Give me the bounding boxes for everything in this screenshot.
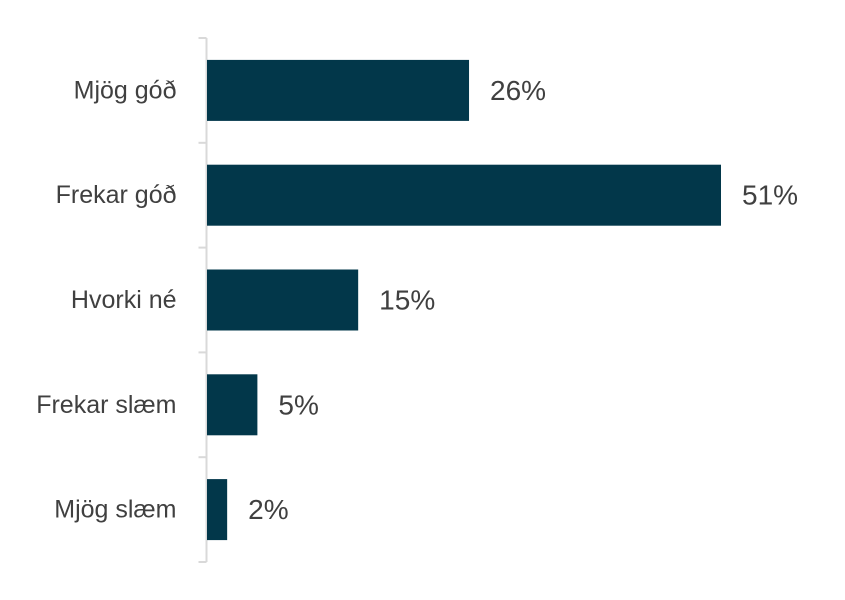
data-label: 2% — [248, 494, 288, 525]
bar-series — [207, 59, 721, 541]
bar — [207, 59, 470, 121]
bar — [207, 479, 228, 541]
data-label: 5% — [278, 389, 318, 420]
bar — [207, 374, 258, 436]
bar — [207, 269, 359, 331]
value-labels: 26% 51% 15% 5% 2% — [248, 75, 798, 525]
category-labels: Mjög góð Frekar góð Hvorki né Frekar slæm Mj… — [36, 76, 176, 523]
category-label: Mjög góð — [74, 76, 177, 104]
bar — [207, 164, 721, 226]
category-label: Frekar góð — [56, 181, 177, 209]
category-label: Frekar slæm — [36, 391, 176, 419]
data-label: 15% — [379, 285, 435, 316]
y-axis — [198, 37, 208, 563]
category-label: Mjög slæm — [54, 496, 176, 524]
category-label: Hvorki né — [71, 286, 177, 314]
data-label: 26% — [490, 75, 546, 106]
data-label: 51% — [742, 180, 798, 211]
